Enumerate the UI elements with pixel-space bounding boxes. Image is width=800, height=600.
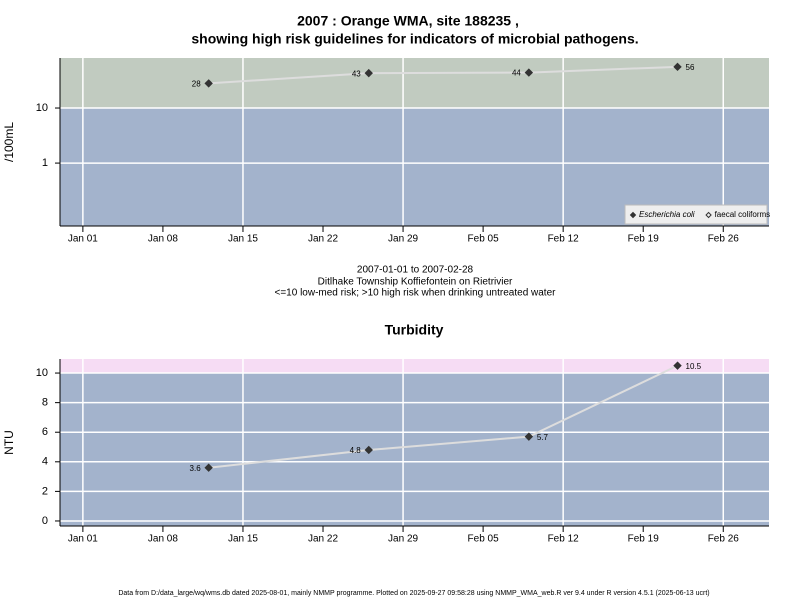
x-tick-label: Feb 19 (628, 234, 660, 245)
low-band (60, 373, 769, 526)
x-tick-label: Feb 26 (708, 234, 740, 245)
legend-marker (629, 211, 637, 219)
y-tick-label: 0 (42, 515, 48, 527)
y-tick-label: 1 (42, 157, 48, 169)
y-tick-label: 8 (42, 397, 48, 409)
caption: Ditlhake Township Koffiefontein on Rietr… (318, 277, 513, 288)
x-tick-label: Feb 19 (628, 534, 660, 545)
point (524, 432, 534, 441)
x-tick-label: Feb 12 (548, 534, 580, 545)
value-label: 44 (512, 69, 521, 78)
value-label: 5.7 (537, 433, 549, 442)
legend-box (624, 204, 768, 225)
value-label: 28 (192, 80, 201, 89)
footer: Data from D:/data_large/wq/wms.db dated … (118, 590, 709, 597)
x-tick-label: Jan 29 (388, 234, 418, 245)
x-tick-label: Feb 05 (468, 534, 500, 545)
point (204, 79, 213, 88)
x-tick-label: Jan 01 (68, 534, 98, 545)
value-label: 56 (686, 63, 695, 72)
chart-title: 2007 : Orange WMA, site 188235 , (297, 13, 519, 29)
series-line (208, 364, 678, 469)
x-tick-label: Jan 01 (68, 234, 98, 245)
x-tick-label: Feb 26 (708, 534, 740, 545)
chart-title: Turbidity (385, 322, 444, 338)
point (364, 445, 373, 455)
y-tick-label: 4 (42, 456, 48, 468)
point (364, 68, 373, 78)
y-tick-label: 2 (42, 485, 48, 497)
value-label: 3.6 (190, 464, 202, 473)
x-tick-label: Jan 22 (308, 234, 338, 245)
chart-subtitle: showing high risk guidelines for indicat… (191, 31, 638, 47)
y-tick-label: 6 (42, 426, 48, 438)
y-axis-label: NTU (2, 430, 16, 455)
caption: 2007-01-01 to 2007-02-28 (357, 265, 474, 276)
legend-label: Escherichia coli (639, 210, 695, 219)
y-axis-label: /100mL (2, 122, 16, 162)
x-tick-label: Jan 15 (228, 534, 258, 545)
legend-marker (705, 211, 712, 219)
high-band (60, 359, 769, 374)
caption: <=10 low-med risk; >10 high risk when dr… (275, 288, 557, 299)
point (524, 68, 534, 77)
value-label: 4.8 (350, 446, 362, 455)
point (204, 463, 213, 472)
x-tick-label: Jan 29 (388, 534, 418, 545)
x-tick-label: Jan 08 (148, 234, 178, 245)
y-tick-label: 10 (36, 102, 48, 114)
x-tick-label: Jan 08 (148, 534, 178, 545)
x-tick-label: Feb 05 (468, 234, 500, 245)
high-band (60, 58, 769, 109)
value-label: 10.5 (686, 362, 702, 371)
point (673, 62, 682, 72)
x-tick-label: Jan 22 (308, 534, 338, 545)
series-line (208, 65, 678, 85)
x-tick-label: Feb 12 (548, 234, 580, 245)
y-tick-label: 10 (36, 367, 48, 379)
point (673, 361, 682, 370)
value-label: 43 (352, 69, 361, 78)
legend-label: faecal coliforms (715, 210, 771, 219)
x-tick-label: Jan 15 (228, 234, 258, 245)
